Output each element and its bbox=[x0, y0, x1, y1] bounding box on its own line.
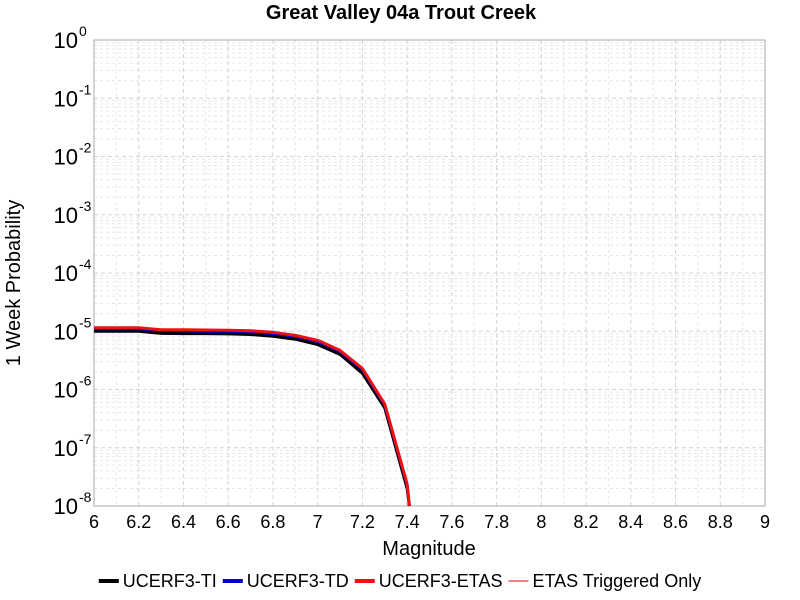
x-tick-label: 8 bbox=[536, 512, 546, 532]
series-line-ucerf3-ti bbox=[94, 329, 411, 507]
grid bbox=[93, 39, 766, 507]
series-layer bbox=[94, 326, 411, 507]
y-tick-label: 10 bbox=[54, 145, 78, 170]
x-tick-label: 8.8 bbox=[708, 512, 733, 532]
y-tick-label: 10 bbox=[54, 378, 78, 403]
y-tick-label: 10 bbox=[54, 494, 78, 519]
x-tick-label: 7.4 bbox=[395, 512, 420, 532]
x-tick-label: 6.6 bbox=[216, 512, 241, 532]
x-axis-label: Magnitude bbox=[382, 538, 475, 560]
x-tick-label: 8.2 bbox=[574, 512, 599, 532]
plot-area-frame bbox=[93, 39, 766, 507]
y-tick-exponent: -5 bbox=[79, 314, 92, 330]
x-tick-label: 8.6 bbox=[663, 512, 688, 532]
y-tick-exponent: -7 bbox=[79, 431, 92, 447]
y-tick-exponent: -3 bbox=[79, 198, 92, 214]
legend-label: UCERF3-ETAS bbox=[379, 571, 503, 591]
y-tick-exponent: -8 bbox=[79, 489, 92, 505]
x-tick-label: 6 bbox=[89, 512, 99, 532]
y-tick-label: 10 bbox=[54, 261, 78, 286]
y-tick-exponent: 0 bbox=[79, 23, 87, 39]
x-tick-label: 9 bbox=[760, 512, 770, 532]
x-tick-label: 7.6 bbox=[439, 512, 464, 532]
x-tick-label: 7.8 bbox=[484, 512, 509, 532]
y-tick-exponent: -1 bbox=[79, 81, 92, 97]
y-tick-label: 10 bbox=[54, 319, 78, 344]
x-axis-ticks: 6 6.2 6.4 6.6 6.8 7 7.2 7.4 7.6 7.8 8 8.2 8.4 8.6 8.8 9 bbox=[89, 512, 770, 532]
y-tick-exponent: -6 bbox=[79, 373, 92, 389]
y-tick-label: 10 bbox=[54, 436, 78, 461]
y-tick-exponent: -2 bbox=[79, 140, 92, 156]
series-line-ucerf3-etas bbox=[94, 326, 411, 507]
x-tick-label: 6.2 bbox=[126, 512, 151, 532]
x-tick-label: 7.2 bbox=[350, 512, 375, 532]
x-tick-label: 7 bbox=[313, 512, 323, 532]
x-tick-label: 6.8 bbox=[260, 512, 285, 532]
y-tick-label: 10 bbox=[54, 203, 78, 228]
y-tick-label: 10 bbox=[54, 28, 78, 53]
y-tick-exponent: -4 bbox=[79, 256, 92, 272]
x-tick-label: 6.4 bbox=[171, 512, 196, 532]
legend: UCERF3-TI UCERF3-TD UCERF3-ETAS ETAS Trigge… bbox=[98, 571, 701, 591]
legend-label: UCERF3-TD bbox=[247, 571, 349, 591]
y-tick-label: 10 bbox=[54, 86, 78, 111]
chart-title: Great Valley 04a Trout Creek bbox=[266, 2, 537, 24]
y-axis-label: 1 Week Probability bbox=[3, 200, 25, 366]
legend-label: ETAS Triggered Only bbox=[532, 571, 701, 591]
legend-label: UCERF3-TI bbox=[123, 571, 217, 591]
x-tick-label: 8.4 bbox=[618, 512, 643, 532]
